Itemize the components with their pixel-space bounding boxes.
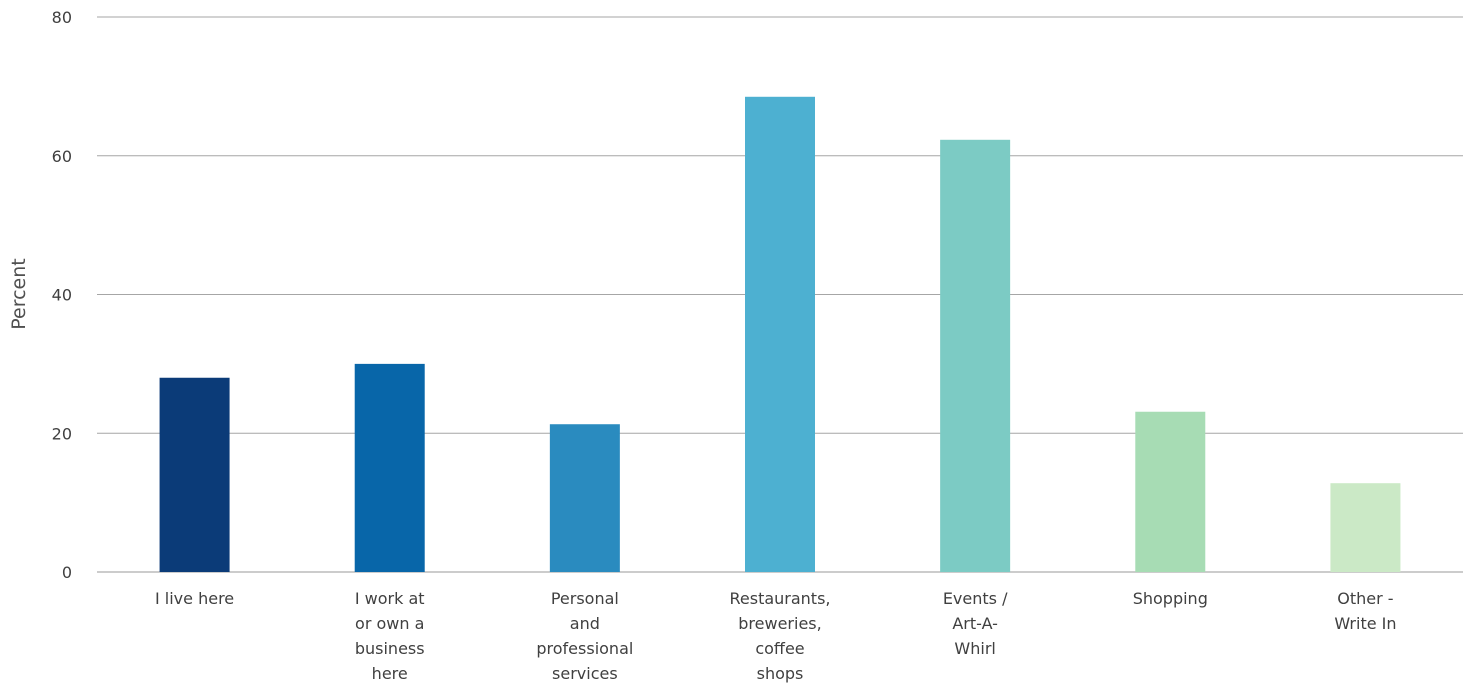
- x-category-label-line: coffee: [755, 639, 804, 658]
- y-axis-title: Percent: [8, 258, 30, 330]
- y-tick-label-20: 20: [52, 424, 72, 443]
- x-category-label-line: and: [570, 614, 600, 633]
- x-category-label-line: professional: [536, 639, 633, 658]
- x-category-label-line: Shopping: [1133, 589, 1208, 608]
- x-category-label-line: Personal: [551, 589, 619, 608]
- x-category-label-1: I live here: [155, 589, 234, 608]
- x-category-label-6: Shopping: [1133, 589, 1208, 608]
- x-category-label-line: services: [552, 664, 618, 683]
- x-category-label-line: I work at: [355, 589, 425, 608]
- y-tick-label-80: 80: [52, 8, 72, 27]
- y-tick-label-60: 60: [52, 147, 72, 166]
- x-category-label-line: breweries,: [738, 614, 821, 633]
- bar-4: [745, 96, 815, 572]
- x-category-label-line: Write In: [1334, 614, 1396, 633]
- x-category-label-line: here: [372, 664, 408, 683]
- y-axis-ticks: 0 20 40 60 80: [52, 8, 72, 582]
- x-category-label-line: I live here: [155, 589, 234, 608]
- x-category-label-4: Restaurants, breweries, coffee shops: [729, 589, 830, 683]
- y-tick-label-0: 0: [62, 563, 72, 582]
- x-category-label-line: or own a: [355, 614, 424, 633]
- x-category-label-line: business: [355, 639, 425, 658]
- x-category-label-line: Whirl: [954, 639, 995, 658]
- x-category-label-line: Other -: [1337, 589, 1393, 608]
- x-category-label-2: I work at or own a business here: [355, 589, 425, 683]
- x-category-label-line: Art-A-: [952, 614, 998, 633]
- bars: [159, 96, 1401, 572]
- x-axis-category-labels: I live here I work at or own a business here…: [155, 589, 1397, 683]
- bar-2: [354, 363, 425, 572]
- x-category-label-3: Personal and professional services: [536, 589, 633, 683]
- bar-3: [549, 424, 620, 572]
- x-category-label-line: Events /: [943, 589, 1008, 608]
- bar-1: [159, 377, 230, 572]
- y-tick-label-40: 40: [52, 286, 72, 305]
- x-category-label-line: shops: [757, 664, 804, 683]
- x-category-label-7: Other - Write In: [1334, 589, 1396, 633]
- bar-7: [1330, 483, 1401, 572]
- bar-6: [1135, 411, 1206, 572]
- x-category-label-5: Events / Art-A- Whirl: [943, 589, 1008, 658]
- bar-5: [940, 139, 1011, 572]
- x-category-label-line: Restaurants,: [729, 589, 830, 608]
